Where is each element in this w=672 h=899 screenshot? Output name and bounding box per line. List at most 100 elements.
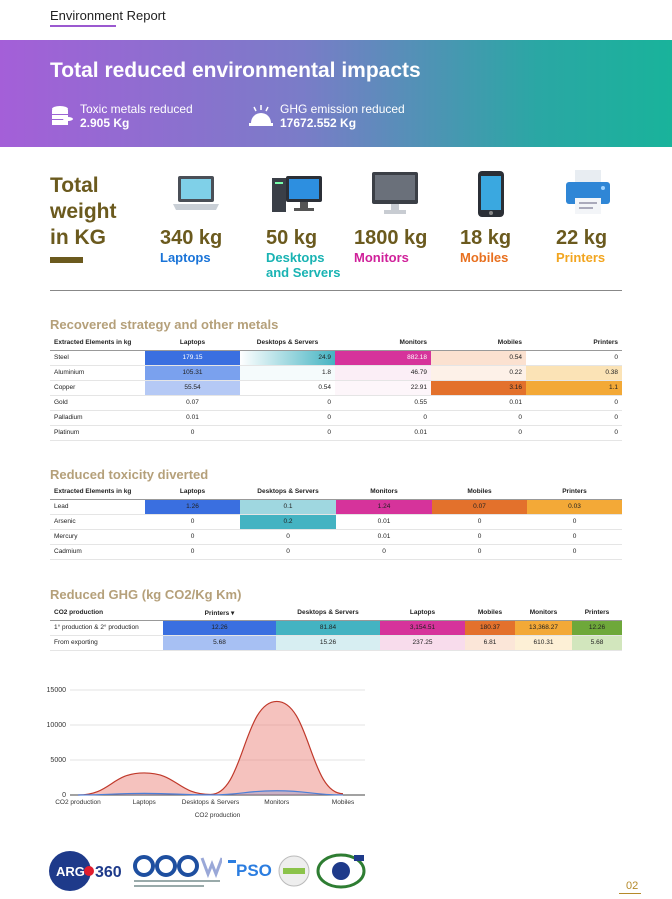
report-title: Environment Report [50, 8, 166, 23]
printers-weight: 22 kg [556, 227, 608, 249]
table-cell: 55.54 [145, 380, 240, 396]
laptop-icon [173, 176, 219, 210]
table-cell: Copper [50, 380, 145, 396]
ghg-value: 17672.552 Kg [280, 116, 357, 130]
ghg-label: GHG emission reduced [280, 102, 405, 116]
x-tick-label: Laptops [133, 799, 157, 806]
sort-column-header[interactable]: Printers ▾ [163, 606, 276, 621]
column-header: Mobiles [431, 336, 526, 351]
table-cell: Gold [50, 395, 145, 411]
table-cell: 105.31 [145, 365, 240, 381]
header-underline [50, 25, 116, 27]
arg360-logo: ARG 360 [49, 851, 122, 891]
table-cell: 0.07 [432, 499, 527, 515]
logo-text-360: 360 [95, 864, 122, 881]
section-divider [50, 290, 622, 291]
column-header: Monitors [336, 485, 432, 500]
table-cell: 0.01 [335, 425, 431, 441]
banner-title: Total reduced environmental impacts [50, 59, 421, 82]
tco-certified-icon [316, 853, 366, 889]
y-tick-label: 5000 [50, 757, 66, 764]
table-cell: 12.26 [572, 620, 622, 636]
table-cell: Mercury [50, 529, 145, 545]
table-cell: Aluminium [50, 365, 145, 381]
monitor-icon [372, 172, 418, 214]
series-area [78, 701, 343, 795]
total-heading-line1: Total [50, 174, 99, 197]
y-tick-label: 10000 [47, 722, 67, 729]
table-cell: 0 [431, 425, 526, 441]
ghg-area-chart: 0 5000 10000 15000 CO2 production Laptops Desk… [47, 687, 365, 819]
table-cell: From exporting [50, 635, 163, 651]
column-header: Mobiles [465, 606, 515, 621]
table-cell: 0 [431, 410, 526, 426]
table-cell: 0 [145, 529, 240, 545]
table-cell: 0.1 [240, 499, 336, 515]
table-cell: 0 [432, 529, 527, 545]
impact-banner: Total reduced environmental impacts Toxi… [0, 40, 672, 147]
x-tick-label: CO2 production [55, 799, 101, 806]
total-accent-bar [50, 257, 83, 263]
monitors-weight: 1800 kg [354, 227, 428, 249]
table-row: Arsenic 0 0.2 0.01 0 0 [50, 514, 622, 530]
table-cell: 0 [145, 544, 240, 560]
table-row: Platinum 0 0 0.01 0 0 [50, 425, 622, 441]
table-cell: Palladium [50, 410, 145, 426]
ghg-stat: GHG emission reduced 17672.552 Kg [248, 102, 405, 130]
table-cell: 5.68 [163, 635, 276, 651]
table-cell: 0.55 [335, 395, 431, 411]
desktops-total: 50 kg Desktops and Servers [266, 227, 340, 280]
strategic-title: Recovered strategy and other metals [50, 317, 279, 332]
column-header: Laptops [145, 336, 240, 351]
table-cell: 0.07 [145, 395, 240, 411]
table-cell: 0.2 [240, 514, 336, 530]
toxicity-table: Extracted Elements in kg Laptops Desktop… [50, 485, 622, 560]
column-header: CO2 production [50, 606, 163, 621]
table-cell: 0 [336, 544, 432, 560]
table-cell: 24.9 [240, 350, 335, 366]
series-line [77, 700, 344, 796]
mobiles-total: 18 kg Mobiles [460, 227, 511, 265]
column-header: Desktops & Servers [240, 336, 335, 351]
column-header: Desktops & Servers [240, 485, 336, 500]
x-axis-label: CO2 production [195, 812, 241, 819]
table-cell: 0.03 [527, 499, 622, 515]
table-cell: 179.15 [145, 350, 240, 366]
desktop-icon [272, 176, 322, 212]
table-cell: 5.68 [572, 635, 622, 651]
table-cell: 3.16 [431, 380, 526, 396]
column-header: Desktops & Servers [276, 606, 380, 621]
table-cell: 1.26 [145, 499, 240, 515]
coins-icon [52, 106, 73, 125]
mobiles-weight: 18 kg [460, 227, 512, 249]
table-cell: 0.38 [526, 365, 622, 381]
column-header: Printers [527, 485, 622, 500]
table-cell: 0 [145, 425, 240, 441]
table-cell: Steel [50, 350, 145, 366]
certification-logos: ARG 360 PSO [48, 850, 366, 892]
column-header: Mobiles [432, 485, 527, 500]
desktops-name-line2: and Servers [266, 265, 341, 280]
desktops-weight: 50 kg [266, 227, 318, 249]
table-cell: 0 [432, 544, 527, 560]
table-cell: 0.01 [431, 395, 526, 411]
laptops-total: 340 kg Laptops [160, 227, 222, 265]
table-cell: 15.26 [276, 635, 380, 651]
table-row: 1° production & 2° production 12.26 81.8… [50, 620, 622, 636]
table-cell: 12.26 [163, 620, 276, 636]
toxic-value: 2.905 Kg [80, 116, 130, 130]
printer-icon [566, 170, 610, 214]
desktops-name-line1: Desktops [266, 250, 325, 265]
ecovadis-badge-icon [278, 855, 310, 887]
table-cell: 237.25 [380, 635, 465, 651]
x-tick-label: Desktops & Servers [182, 799, 240, 806]
table-row: Lead 1.26 0.1 1.24 0.07 0.03 [50, 499, 622, 515]
total-weight-heading: Total weight in KG [50, 173, 117, 251]
table-cell: 13,368.27 [515, 620, 572, 636]
table-cell: 46.79 [335, 365, 431, 381]
y-tick-label: 15000 [47, 687, 67, 694]
toxicity-title: Reduced toxicity diverted [50, 467, 209, 482]
table-cell: 0.01 [145, 410, 240, 426]
table-cell: 1.8 [240, 365, 335, 381]
toxic-metals-stat: Toxic metals reduced 2.905 Kg [50, 102, 193, 130]
